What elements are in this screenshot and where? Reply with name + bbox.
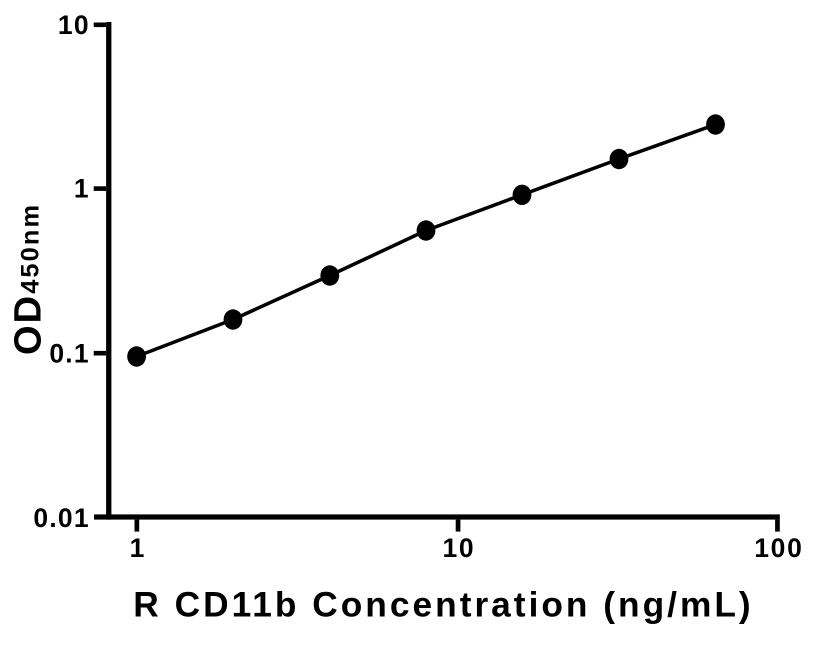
svg-text:10: 10 bbox=[58, 10, 90, 40]
svg-text:100: 100 bbox=[754, 533, 803, 563]
svg-text:0.01: 0.01 bbox=[33, 503, 89, 533]
svg-text:0.1: 0.1 bbox=[49, 338, 89, 368]
svg-text:1: 1 bbox=[130, 533, 146, 563]
svg-text:10: 10 bbox=[442, 533, 475, 563]
svg-text:R CD11b Concentration (ng/mL): R CD11b Concentration (ng/mL) bbox=[133, 585, 753, 624]
svg-text:1: 1 bbox=[74, 174, 90, 204]
